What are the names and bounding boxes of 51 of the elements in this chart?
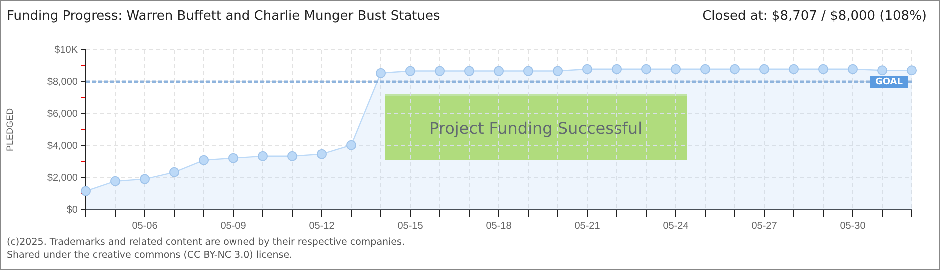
x-tick-label: 05-27 bbox=[752, 220, 778, 232]
point bbox=[110, 176, 120, 186]
x-tick-label: 05-18 bbox=[486, 220, 512, 232]
point bbox=[199, 155, 209, 166]
point bbox=[140, 174, 150, 184]
chart-title: Funding Progress: Warren Buffett and Charlie Munger Bust Statues bbox=[7, 9, 440, 24]
y-tick-label: $6,000 bbox=[47, 108, 78, 120]
point bbox=[258, 151, 268, 162]
point bbox=[81, 186, 91, 196]
chart-subtitle: Closed at: $8,707 / $8,000 (108%) bbox=[702, 9, 927, 24]
point bbox=[612, 64, 622, 74]
point bbox=[671, 64, 681, 74]
point bbox=[170, 167, 180, 178]
text: (c)2025. Trademarks and related content are owned by their respective companies. bbox=[7, 237, 405, 248]
x-tick-label: 05-09 bbox=[220, 220, 247, 232]
point bbox=[376, 68, 386, 78]
x-tick-label: 05-12 bbox=[309, 220, 336, 232]
ref-line-label: GOAL bbox=[876, 77, 904, 88]
point bbox=[642, 64, 652, 74]
point bbox=[228, 153, 238, 164]
x-tick-label: 05-15 bbox=[398, 220, 424, 232]
point bbox=[848, 64, 858, 74]
point bbox=[435, 66, 445, 76]
text: Shared under the creative commons (CC BY-NC 3.0) license. bbox=[7, 250, 293, 261]
point bbox=[582, 64, 592, 74]
point bbox=[730, 64, 740, 74]
point bbox=[760, 64, 770, 74]
y-axis-title: PLEDGED bbox=[4, 108, 15, 152]
point bbox=[907, 66, 917, 76]
point bbox=[494, 66, 504, 76]
y-tick-label: $8,000 bbox=[47, 76, 78, 88]
y-tick-label: $2,000 bbox=[47, 172, 78, 184]
point bbox=[464, 66, 474, 76]
point bbox=[317, 149, 327, 160]
x-tick-label: 05-24 bbox=[663, 220, 690, 232]
point bbox=[789, 64, 799, 74]
point bbox=[524, 66, 534, 76]
point bbox=[818, 64, 828, 74]
x-tick-label: 05-06 bbox=[132, 220, 158, 232]
point bbox=[346, 140, 356, 150]
point bbox=[406, 66, 416, 76]
x-tick-label: 05-21 bbox=[574, 220, 601, 232]
point bbox=[288, 151, 298, 162]
y-tick-label: $0 bbox=[66, 204, 78, 216]
point bbox=[700, 64, 710, 74]
point bbox=[878, 66, 888, 76]
banner: Project Funding Successful bbox=[385, 94, 687, 160]
y-tick-label: $4,000 bbox=[47, 140, 78, 152]
x-tick-label: 05-30 bbox=[840, 220, 866, 232]
point bbox=[553, 66, 563, 76]
y-tick-label: $10K bbox=[54, 44, 78, 56]
